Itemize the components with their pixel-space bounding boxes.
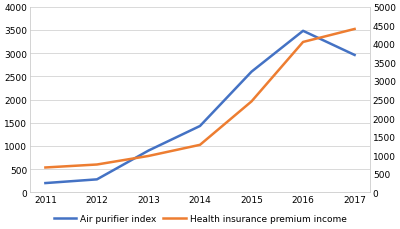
Health insurance premium income (198, 144, 202, 147)
Legend: Air purifier index, Health insurance premium income: Air purifier index, Health insurance pre… (50, 211, 350, 227)
Health insurance premium income (43, 166, 48, 169)
Health insurance premium income (249, 101, 254, 103)
Air purifier index (301, 30, 306, 33)
Health insurance premium income (146, 155, 151, 158)
Air purifier index (198, 125, 202, 128)
Air purifier index (94, 178, 99, 181)
Line: Air purifier index: Air purifier index (46, 32, 354, 183)
Health insurance premium income (94, 164, 99, 166)
Air purifier index (146, 150, 151, 152)
Health insurance premium income (352, 28, 357, 31)
Air purifier index (43, 182, 48, 185)
Line: Health insurance premium income: Health insurance premium income (46, 30, 354, 168)
Air purifier index (352, 54, 357, 57)
Health insurance premium income (301, 41, 306, 44)
Air purifier index (249, 71, 254, 74)
